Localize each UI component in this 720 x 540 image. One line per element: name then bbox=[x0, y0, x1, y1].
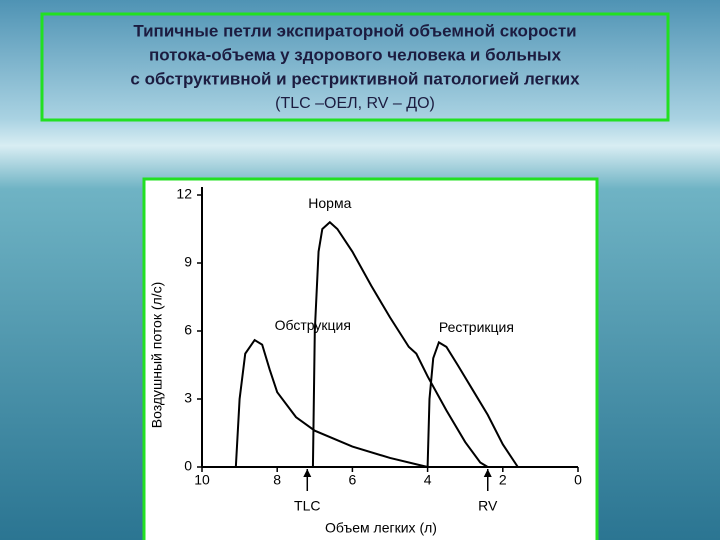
curve-label: Обструкция bbox=[275, 317, 351, 333]
subtitle: (TLC –ОЕЛ, RV – ДО) bbox=[275, 95, 435, 112]
y-tick-label: 0 bbox=[184, 458, 192, 474]
annotation-arrowhead bbox=[483, 469, 492, 477]
annotation: RV bbox=[478, 498, 498, 514]
flow-volume-curve bbox=[234, 338, 428, 468]
annotation: TLC bbox=[294, 498, 320, 514]
y-tick-label: 6 bbox=[184, 322, 192, 338]
y-tick-label: 12 bbox=[176, 186, 192, 202]
flow-volume-curve bbox=[311, 220, 489, 468]
x-tick-label: 2 bbox=[499, 472, 507, 488]
title-line: потока-объема у здорового человека и бол… bbox=[149, 45, 562, 64]
y-axis-label: Воздушный поток (л/с) bbox=[149, 282, 165, 428]
y-tick-label: 9 bbox=[184, 254, 192, 270]
x-tick-label: 4 bbox=[424, 472, 432, 488]
x-tick-label: 6 bbox=[349, 472, 357, 488]
title-line: Типичные петли экспираторной объемной ск… bbox=[133, 21, 576, 40]
x-tick-label: 0 bbox=[574, 472, 582, 488]
curve-label: Норма bbox=[308, 195, 351, 211]
x-tick-label: 8 bbox=[273, 472, 281, 488]
curve-label: Рестрикция bbox=[439, 319, 514, 335]
y-tick-label: 3 bbox=[184, 390, 192, 406]
title-box bbox=[40, 12, 670, 122]
title-line: с обструктивной и рестриктивной патологи… bbox=[130, 69, 580, 88]
x-tick-label: 10 bbox=[194, 472, 210, 488]
annotation-arrowhead bbox=[303, 469, 312, 477]
flow-volume-curve bbox=[426, 340, 519, 468]
chart-frame bbox=[142, 177, 599, 540]
x-axis-label: Объем легких (л) bbox=[325, 520, 437, 536]
